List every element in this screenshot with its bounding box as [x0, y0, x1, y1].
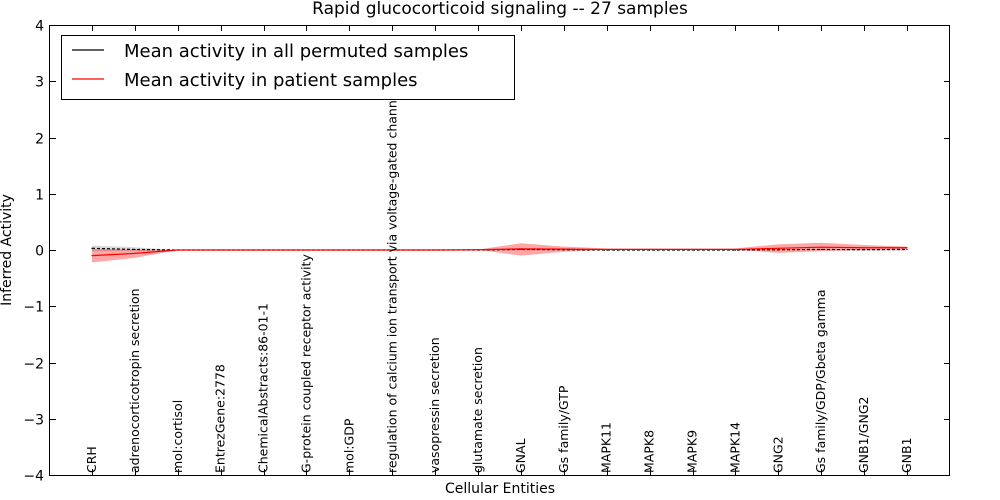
y-tick-label: −4 [23, 469, 44, 485]
data-point-series-1 [520, 248, 522, 250]
y-axis: 4 3 2 1 0 −1 −2 −3 −4 [23, 19, 950, 485]
x-category-label: MAPK9 [685, 430, 700, 473]
data-point-series-1 [391, 249, 393, 251]
data-point-series-1 [691, 248, 694, 251]
y-tick-label: 2 [35, 132, 44, 148]
data-point-series-0 [863, 249, 865, 251]
data-point-series-1 [863, 247, 865, 249]
y-tick-label: 1 [35, 188, 44, 204]
data-point-series-1 [177, 249, 179, 251]
data-point-series-0 [906, 248, 908, 251]
x-category-label: G-protein coupled receptor activity [298, 254, 313, 473]
chart-title: Rapid glucocorticoid signaling -- 27 sam… [312, 0, 688, 19]
x-category-label: GNB1/GNG2 [856, 397, 871, 473]
data-point-series-1 [262, 249, 265, 251]
category-labels: CRH adrenocorticotropin secretion mol:cort… [84, 89, 914, 473]
x-category-label: GNAL [513, 438, 528, 473]
data-point-series-1 [820, 246, 822, 248]
data-point-series-1 [649, 248, 651, 251]
x-category-label: mol:cortisol [170, 400, 185, 473]
y-tick-label: 0 [35, 244, 44, 260]
data-point-series-0 [91, 247, 93, 249]
data-point-series-1 [563, 248, 565, 250]
data-point-series-0 [134, 248, 136, 251]
data-point-series-1 [434, 249, 436, 251]
x-category-label: mol:GDP [341, 418, 356, 473]
x-category-label: EntrezGene:2778 [213, 364, 228, 473]
data-point-series-1 [777, 247, 779, 249]
data-point-series-1 [348, 249, 350, 251]
legend-label-patient: Mean activity in patient samples [124, 70, 418, 91]
legend-box [61, 35, 515, 100]
x-axis [92, 25, 908, 475]
data-point-series-1 [477, 249, 479, 251]
data-point-series-1 [906, 247, 908, 249]
x-category-label: ChemicalAbstracts:86-01-1 [256, 303, 271, 473]
x-category-label: vasopressin secretion [427, 337, 442, 473]
x-category-label: MAPK11 [599, 422, 614, 473]
series-lines [91, 246, 908, 257]
x-category-label: Gs family/GTP [556, 385, 571, 473]
x-category-label: MAPK14 [727, 422, 742, 473]
x-category-label: GNG2 [770, 436, 785, 473]
y-axis-label: Inferred Activity [0, 194, 15, 306]
data-point-series-1 [220, 249, 222, 251]
x-category-label: adrenocorticotropin secretion [127, 288, 142, 473]
y-tick-label: −3 [23, 413, 44, 429]
x-category-label: glutamate secretion [470, 347, 485, 473]
y-tick-label: 3 [35, 75, 44, 91]
x-category-label: CRH [84, 446, 99, 473]
data-point-series-1 [134, 252, 136, 254]
data-point-series-1 [91, 255, 93, 257]
data-point-series-0 [820, 248, 822, 251]
data-point-series-1 [305, 249, 308, 251]
x-axis-label: Cellular Entities [445, 481, 555, 497]
line-series-1 [91, 246, 907, 257]
y-tick-label: 4 [35, 19, 44, 35]
data-point-series-1 [734, 248, 737, 251]
data-point-series-1 [606, 248, 608, 251]
x-category-label: regulation of calcium ion transport via … [384, 89, 399, 473]
x-category-label: Gs family/GDP/Gbeta gamma [813, 290, 828, 473]
data-point-series-0 [777, 249, 779, 251]
legend-label-permuted: Mean activity in all permuted samples [124, 41, 468, 62]
x-category-label: GNB1 [899, 437, 914, 473]
y-tick-label: −2 [23, 357, 44, 373]
x-category-label: MAPK8 [642, 430, 657, 473]
band-series-1 [92, 242, 907, 263]
y-tick-label: −1 [23, 300, 44, 316]
legend: Mean activity in all permuted samples Me… [61, 35, 515, 100]
